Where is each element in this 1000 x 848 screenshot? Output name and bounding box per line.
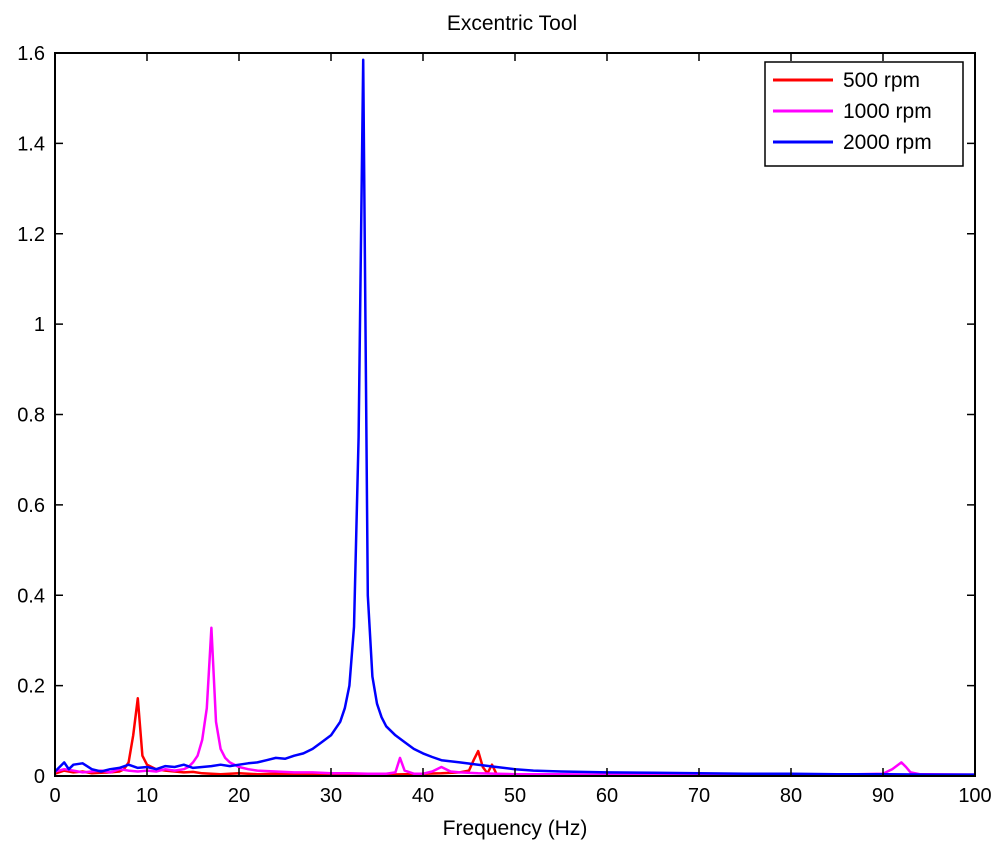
x-tick-label: 30 <box>320 785 342 807</box>
y-tick-label: 0.6 <box>17 495 45 517</box>
x-tick-label: 50 <box>504 785 526 807</box>
x-tick-label: 40 <box>412 785 434 807</box>
x-tick-label: 70 <box>688 785 710 807</box>
y-tick-label: 1 <box>34 314 45 336</box>
x-tick-label: 100 <box>958 785 991 807</box>
legend-label: 500 rpm <box>843 69 920 92</box>
x-axis-label: Frequency (Hz) <box>443 817 588 840</box>
plot-area-frame <box>54 52 976 777</box>
series-line-1000-rpm <box>55 626 975 776</box>
y-tick-label: 0.2 <box>17 676 45 698</box>
x-tick-label: 90 <box>872 785 894 807</box>
x-tick-label: 0 <box>49 785 60 807</box>
x-tick-label: 10 <box>136 785 158 807</box>
y-tick-label: 1.4 <box>17 133 45 155</box>
y-tick-label: 0 <box>34 766 45 788</box>
y-tick-label: 1.2 <box>17 224 45 246</box>
x-tick-label: 20 <box>228 785 250 807</box>
series-layer <box>55 58 975 776</box>
y-tick-label: 1.6 <box>17 43 45 65</box>
x-tick-label: 80 <box>780 785 802 807</box>
x-tick-label: 60 <box>596 785 618 807</box>
legend-label: 2000 rpm <box>843 131 932 154</box>
legend: 500 rpm 1000 rpm 2000 rpm <box>764 61 964 167</box>
legend-label: 1000 rpm <box>843 100 932 123</box>
y-tick-label: 0.4 <box>17 585 45 607</box>
series-line-2000-rpm <box>55 58 975 776</box>
chart-title: Excentric Tool <box>447 12 577 35</box>
y-tick-label: 0.8 <box>17 405 45 427</box>
tick-layer: 0 10 20 30 40 50 60 70 80 90 100 0 0.2 0.4 0.6 0.8 1 1.2 1… <box>17 43 992 807</box>
